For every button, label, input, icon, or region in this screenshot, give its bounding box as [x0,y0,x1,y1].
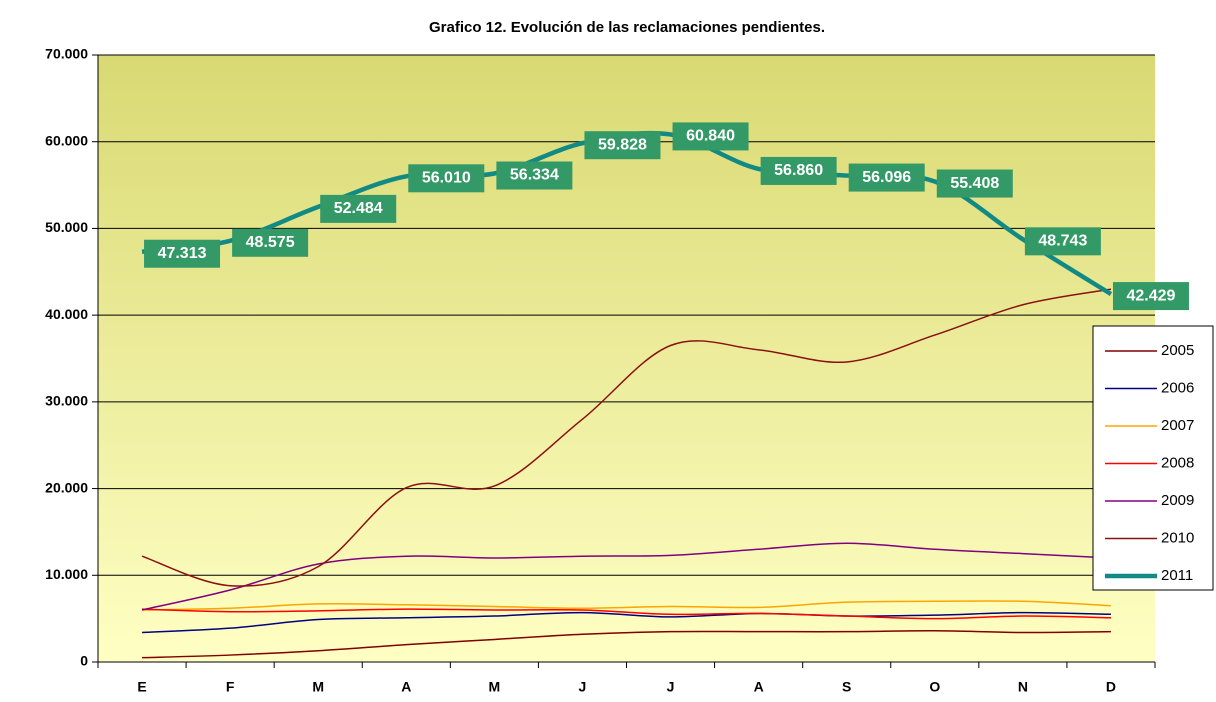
data-label: 56.334 [510,167,559,184]
data-label: 48.575 [246,234,295,251]
legend-label: 2010 [1161,529,1194,546]
data-label: 52.484 [334,200,383,217]
data-label: 47.313 [158,245,207,262]
y-tick-label: 30.000 [45,393,88,409]
x-tick-label: M [312,679,324,695]
data-label: 56.010 [422,170,471,187]
series-line [141,542,1111,611]
series-line [142,611,1111,634]
data-label: 60.840 [686,128,735,145]
x-tick-label: E [137,679,146,695]
series-line [142,600,1111,611]
chart-title: Grafico 12. Evolución de las reclamacion… [429,19,825,36]
x-tick-label: A [401,679,411,695]
y-tick-label: 50.000 [45,219,88,235]
legend-label: 2009 [1161,492,1194,509]
data-label-box [408,164,485,193]
x-tick-label: N [1018,679,1028,695]
data-label: 42.429 [1126,287,1175,304]
data-label: 59.828 [598,136,647,153]
data-label-box [672,122,749,151]
data-label-box [760,156,837,185]
data-label-box [1112,282,1189,311]
x-tick-label: O [929,679,940,695]
series-line [141,288,1112,587]
data-label-box [144,239,221,268]
legend-label: 2005 [1161,342,1194,359]
data-label-box [496,161,573,190]
x-tick-label: J [579,679,587,695]
legend-label: 2011 [1161,567,1193,584]
x-tick-label: S [842,679,851,695]
data-label: 55.408 [950,175,999,192]
y-tick-label: 20.000 [45,479,88,495]
data-label: 56.860 [774,162,823,179]
data-label-box [936,169,1013,198]
legend-label: 2006 [1161,379,1194,396]
y-tick-label: 70.000 [45,46,88,62]
y-tick-label: 0 [80,653,88,669]
legend-label: 2007 [1161,417,1194,434]
legend-label: 2008 [1161,454,1194,471]
legend [1092,325,1214,591]
y-tick-label: 40.000 [45,306,88,322]
x-tick-label: F [226,679,235,695]
x-tick-label: M [489,679,501,695]
series-line [142,608,1111,620]
series-line [142,630,1111,659]
x-tick-label: A [754,679,764,695]
x-tick-label: D [1106,679,1116,695]
data-label-box [232,228,309,257]
data-label-box [320,194,397,223]
data-label-box [584,131,661,160]
data-label: 48.743 [1038,233,1087,250]
data-label-box [848,163,925,192]
data-label-box [1024,227,1101,256]
data-label: 56.096 [862,169,911,186]
x-tick-label: J [667,679,675,695]
y-tick-label: 60.000 [45,132,88,148]
y-tick-label: 10.000 [45,566,88,582]
